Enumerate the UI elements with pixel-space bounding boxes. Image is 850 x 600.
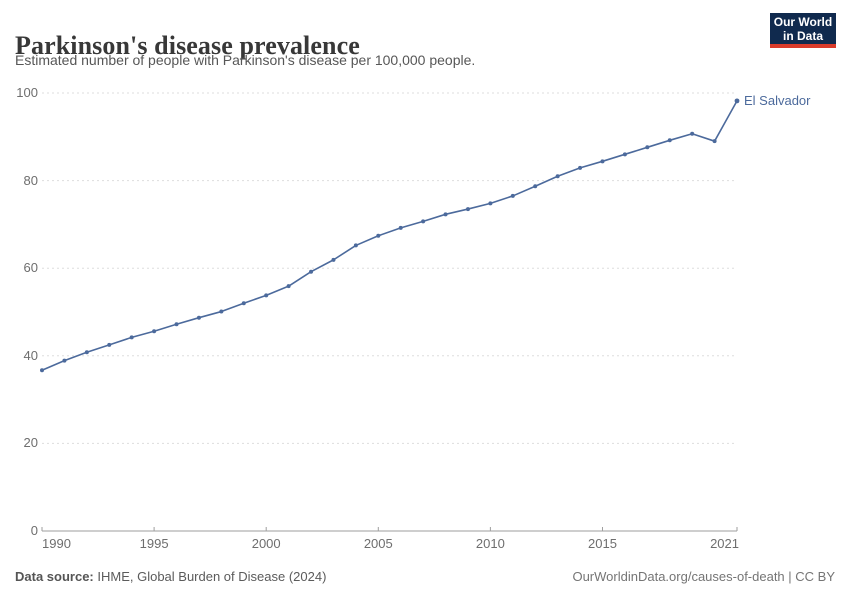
footer-data-source-label: Data source:	[15, 569, 94, 584]
data-point[interactable]	[241, 301, 246, 306]
data-point[interactable]	[196, 315, 201, 320]
data-point[interactable]	[84, 350, 89, 355]
data-point[interactable]	[152, 329, 157, 334]
owid-logo[interactable]: Our World in Data	[770, 13, 836, 48]
data-point[interactable]	[555, 174, 560, 179]
data-point[interactable]	[286, 284, 291, 289]
data-point[interactable]	[309, 269, 314, 274]
x-axis-tick-label: 2005	[363, 536, 393, 551]
line-series[interactable]	[41, 100, 738, 371]
data-point[interactable]	[107, 342, 112, 347]
data-point[interactable]	[443, 212, 448, 217]
y-axis-tick-label: 100	[16, 85, 38, 100]
y-axis-tick-label: 20	[23, 435, 38, 451]
data-point[interactable]	[129, 335, 134, 340]
y-axis-tick-label: 60	[23, 260, 38, 276]
data-point[interactable]	[174, 322, 179, 327]
data-point[interactable]	[219, 309, 224, 314]
data-point[interactable]	[622, 152, 627, 157]
data-point[interactable]	[712, 139, 717, 144]
chart-subtitle: Estimated number of people with Parkinso…	[15, 52, 476, 68]
data-point[interactable]	[600, 159, 605, 164]
data-point[interactable]	[40, 368, 44, 373]
data-point[interactable]	[488, 201, 493, 206]
data-point[interactable]	[421, 219, 426, 224]
data-point[interactable]	[578, 165, 583, 170]
x-axis-tick-label: 2015	[588, 536, 617, 551]
data-point[interactable]	[353, 243, 358, 248]
x-axis-tick-label: 1990	[42, 536, 71, 551]
x-axis-tick-label: 1995	[139, 536, 169, 551]
data-point[interactable]	[645, 145, 650, 150]
data-point[interactable]	[62, 358, 67, 363]
y-axis-tick-label: 0	[30, 523, 38, 538]
footer-data-source: Data source: IHME, Global Burden of Dise…	[15, 569, 326, 584]
footer-data-source-value: IHME, Global Burden of Disease (2024)	[93, 569, 327, 584]
owid-logo-line1: Our World	[773, 14, 833, 29]
data-point[interactable]	[465, 207, 470, 212]
data-point[interactable]	[667, 138, 672, 143]
x-axis-tick-label: 2000	[251, 536, 281, 551]
data-point[interactable]	[398, 225, 403, 230]
footer-link[interactable]: OurWorldinData.org/causes-of-death | CC …	[572, 569, 835, 584]
x-axis-tick-label: 2010	[475, 536, 505, 551]
data-point[interactable]	[376, 233, 381, 238]
data-point[interactable]	[331, 257, 336, 262]
page-title: Parkinson's disease prevalence	[15, 31, 360, 61]
y-axis-tick-label: 80	[23, 172, 38, 188]
data-point[interactable]	[264, 293, 269, 298]
owid-logo-line2: in Data	[782, 28, 823, 43]
y-axis-tick-label: 40	[23, 347, 38, 363]
data-point[interactable]	[510, 193, 515, 198]
x-axis-tick-label: 2021	[710, 536, 739, 551]
data-point[interactable]	[690, 131, 695, 136]
series-entity-label[interactable]: El Salvador	[744, 92, 811, 108]
data-point[interactable]	[533, 184, 538, 189]
data-point[interactable]	[734, 98, 740, 104]
